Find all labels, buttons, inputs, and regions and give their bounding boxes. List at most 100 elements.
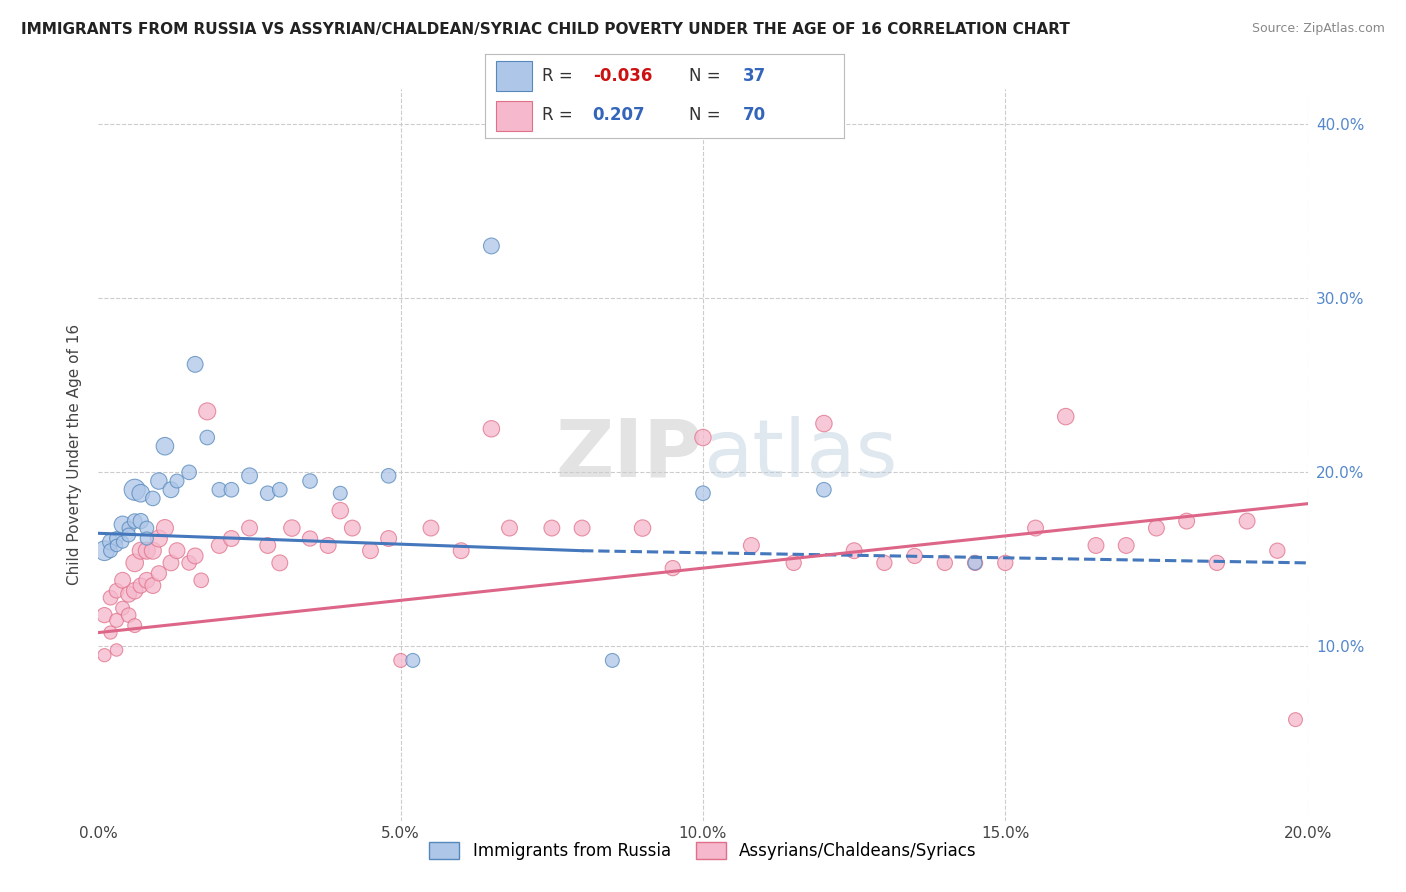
Text: R =: R = xyxy=(543,67,578,85)
Point xyxy=(402,653,425,667)
Point xyxy=(540,521,562,535)
Point xyxy=(844,543,866,558)
Point xyxy=(105,613,128,627)
Point xyxy=(221,483,243,497)
Point xyxy=(389,653,412,667)
Text: -0.036: -0.036 xyxy=(592,67,652,85)
Point xyxy=(135,521,157,535)
Point xyxy=(904,549,927,563)
Point xyxy=(813,417,835,431)
Point xyxy=(239,521,262,535)
Point xyxy=(269,556,291,570)
Point xyxy=(965,556,987,570)
Text: R =: R = xyxy=(543,106,578,124)
Point xyxy=(93,608,115,623)
Point xyxy=(195,404,218,418)
Point xyxy=(377,532,399,546)
Point xyxy=(1175,514,1198,528)
Text: N =: N = xyxy=(689,67,727,85)
Point xyxy=(965,556,987,570)
Point xyxy=(1144,521,1167,535)
Text: 37: 37 xyxy=(744,67,766,85)
Point xyxy=(1236,514,1258,528)
Point xyxy=(692,430,714,444)
Point xyxy=(129,543,152,558)
FancyBboxPatch shape xyxy=(496,101,531,130)
Point xyxy=(142,543,165,558)
Point xyxy=(1267,543,1289,558)
Text: atlas: atlas xyxy=(703,416,897,494)
Point xyxy=(166,543,188,558)
Point xyxy=(100,625,122,640)
Point xyxy=(153,521,176,535)
Point xyxy=(124,483,146,497)
Point xyxy=(129,578,152,592)
Point xyxy=(208,539,231,553)
Y-axis label: Child Poverty Under the Age of 16: Child Poverty Under the Age of 16 xyxy=(67,325,83,585)
Point xyxy=(498,521,520,535)
Point xyxy=(111,535,134,549)
Text: ZIP: ZIP xyxy=(555,416,703,494)
Point xyxy=(100,543,122,558)
Point xyxy=(179,466,201,480)
Point xyxy=(450,543,472,558)
Point xyxy=(239,468,262,483)
Point xyxy=(100,535,122,549)
Text: IMMIGRANTS FROM RUSSIA VS ASSYRIAN/CHALDEAN/SYRIAC CHILD POVERTY UNDER THE AGE O: IMMIGRANTS FROM RUSSIA VS ASSYRIAN/CHALD… xyxy=(21,22,1070,37)
Point xyxy=(1085,539,1108,553)
Point xyxy=(142,491,165,506)
Point xyxy=(160,483,183,497)
Point xyxy=(93,648,115,663)
Point xyxy=(813,483,835,497)
Point xyxy=(118,528,141,542)
Point xyxy=(740,539,762,553)
Point xyxy=(299,532,322,546)
Point xyxy=(93,543,115,558)
Point xyxy=(160,556,183,570)
Point xyxy=(135,532,157,546)
Point xyxy=(256,486,278,500)
Point xyxy=(148,532,170,546)
Point xyxy=(420,521,443,535)
Point xyxy=(111,574,134,588)
Point xyxy=(602,653,624,667)
Text: 0.207: 0.207 xyxy=(592,106,645,124)
Point xyxy=(166,474,188,488)
Point xyxy=(118,608,141,623)
Point xyxy=(692,486,714,500)
Text: Source: ZipAtlas.com: Source: ZipAtlas.com xyxy=(1251,22,1385,36)
Point xyxy=(873,556,896,570)
Point xyxy=(124,514,146,528)
Point xyxy=(135,574,157,588)
Point xyxy=(129,514,152,528)
Point xyxy=(377,468,399,483)
Point xyxy=(481,239,503,253)
Point xyxy=(631,521,654,535)
Point xyxy=(1284,713,1306,727)
Point xyxy=(184,549,207,563)
Point xyxy=(481,422,503,436)
Point xyxy=(342,521,364,535)
Point xyxy=(1054,409,1077,424)
Point xyxy=(111,517,134,532)
Point xyxy=(179,556,201,570)
Point xyxy=(111,601,134,615)
Point xyxy=(1206,556,1229,570)
Point xyxy=(360,543,382,558)
Point xyxy=(329,503,352,517)
Point xyxy=(124,618,146,632)
Point xyxy=(571,521,593,535)
Point xyxy=(1115,539,1137,553)
Point xyxy=(118,521,141,535)
Point xyxy=(190,574,212,588)
Point xyxy=(118,587,141,601)
Point xyxy=(135,543,157,558)
Point xyxy=(129,486,152,500)
Text: N =: N = xyxy=(689,106,727,124)
Point xyxy=(195,430,218,444)
Point xyxy=(1024,521,1046,535)
Point xyxy=(124,583,146,598)
Point xyxy=(221,532,243,546)
Point xyxy=(661,561,683,575)
Point xyxy=(934,556,956,570)
